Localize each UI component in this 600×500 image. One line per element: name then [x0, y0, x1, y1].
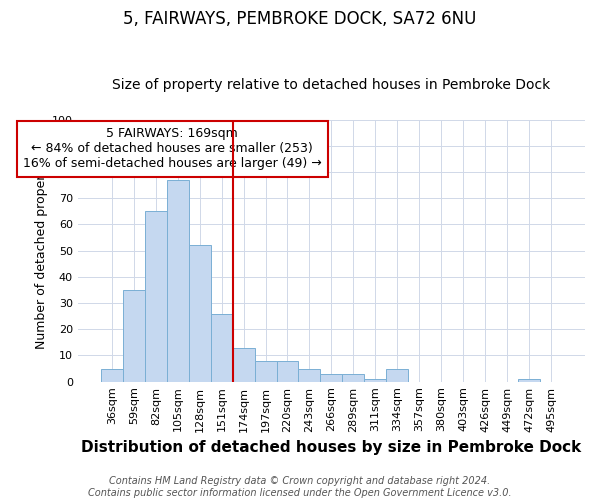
- Bar: [188, 246, 211, 382]
- Text: Contains HM Land Registry data © Crown copyright and database right 2024.
Contai: Contains HM Land Registry data © Crown c…: [88, 476, 512, 498]
- Bar: [518, 379, 540, 382]
- X-axis label: Distribution of detached houses by size in Pembroke Dock: Distribution of detached houses by size …: [81, 440, 581, 455]
- Bar: [254, 360, 277, 382]
- Bar: [101, 368, 123, 382]
- Bar: [145, 212, 167, 382]
- Bar: [386, 368, 408, 382]
- Bar: [277, 360, 298, 382]
- Bar: [167, 180, 188, 382]
- Bar: [364, 379, 386, 382]
- Text: 5 FAIRWAYS: 169sqm
← 84% of detached houses are smaller (253)
16% of semi-detach: 5 FAIRWAYS: 169sqm ← 84% of detached hou…: [23, 128, 322, 170]
- Bar: [123, 290, 145, 382]
- Bar: [343, 374, 364, 382]
- Bar: [233, 348, 254, 382]
- Bar: [298, 368, 320, 382]
- Y-axis label: Number of detached properties: Number of detached properties: [35, 152, 48, 349]
- Bar: [320, 374, 343, 382]
- Bar: [211, 314, 233, 382]
- Text: 5, FAIRWAYS, PEMBROKE DOCK, SA72 6NU: 5, FAIRWAYS, PEMBROKE DOCK, SA72 6NU: [124, 10, 476, 28]
- Title: Size of property relative to detached houses in Pembroke Dock: Size of property relative to detached ho…: [112, 78, 551, 92]
